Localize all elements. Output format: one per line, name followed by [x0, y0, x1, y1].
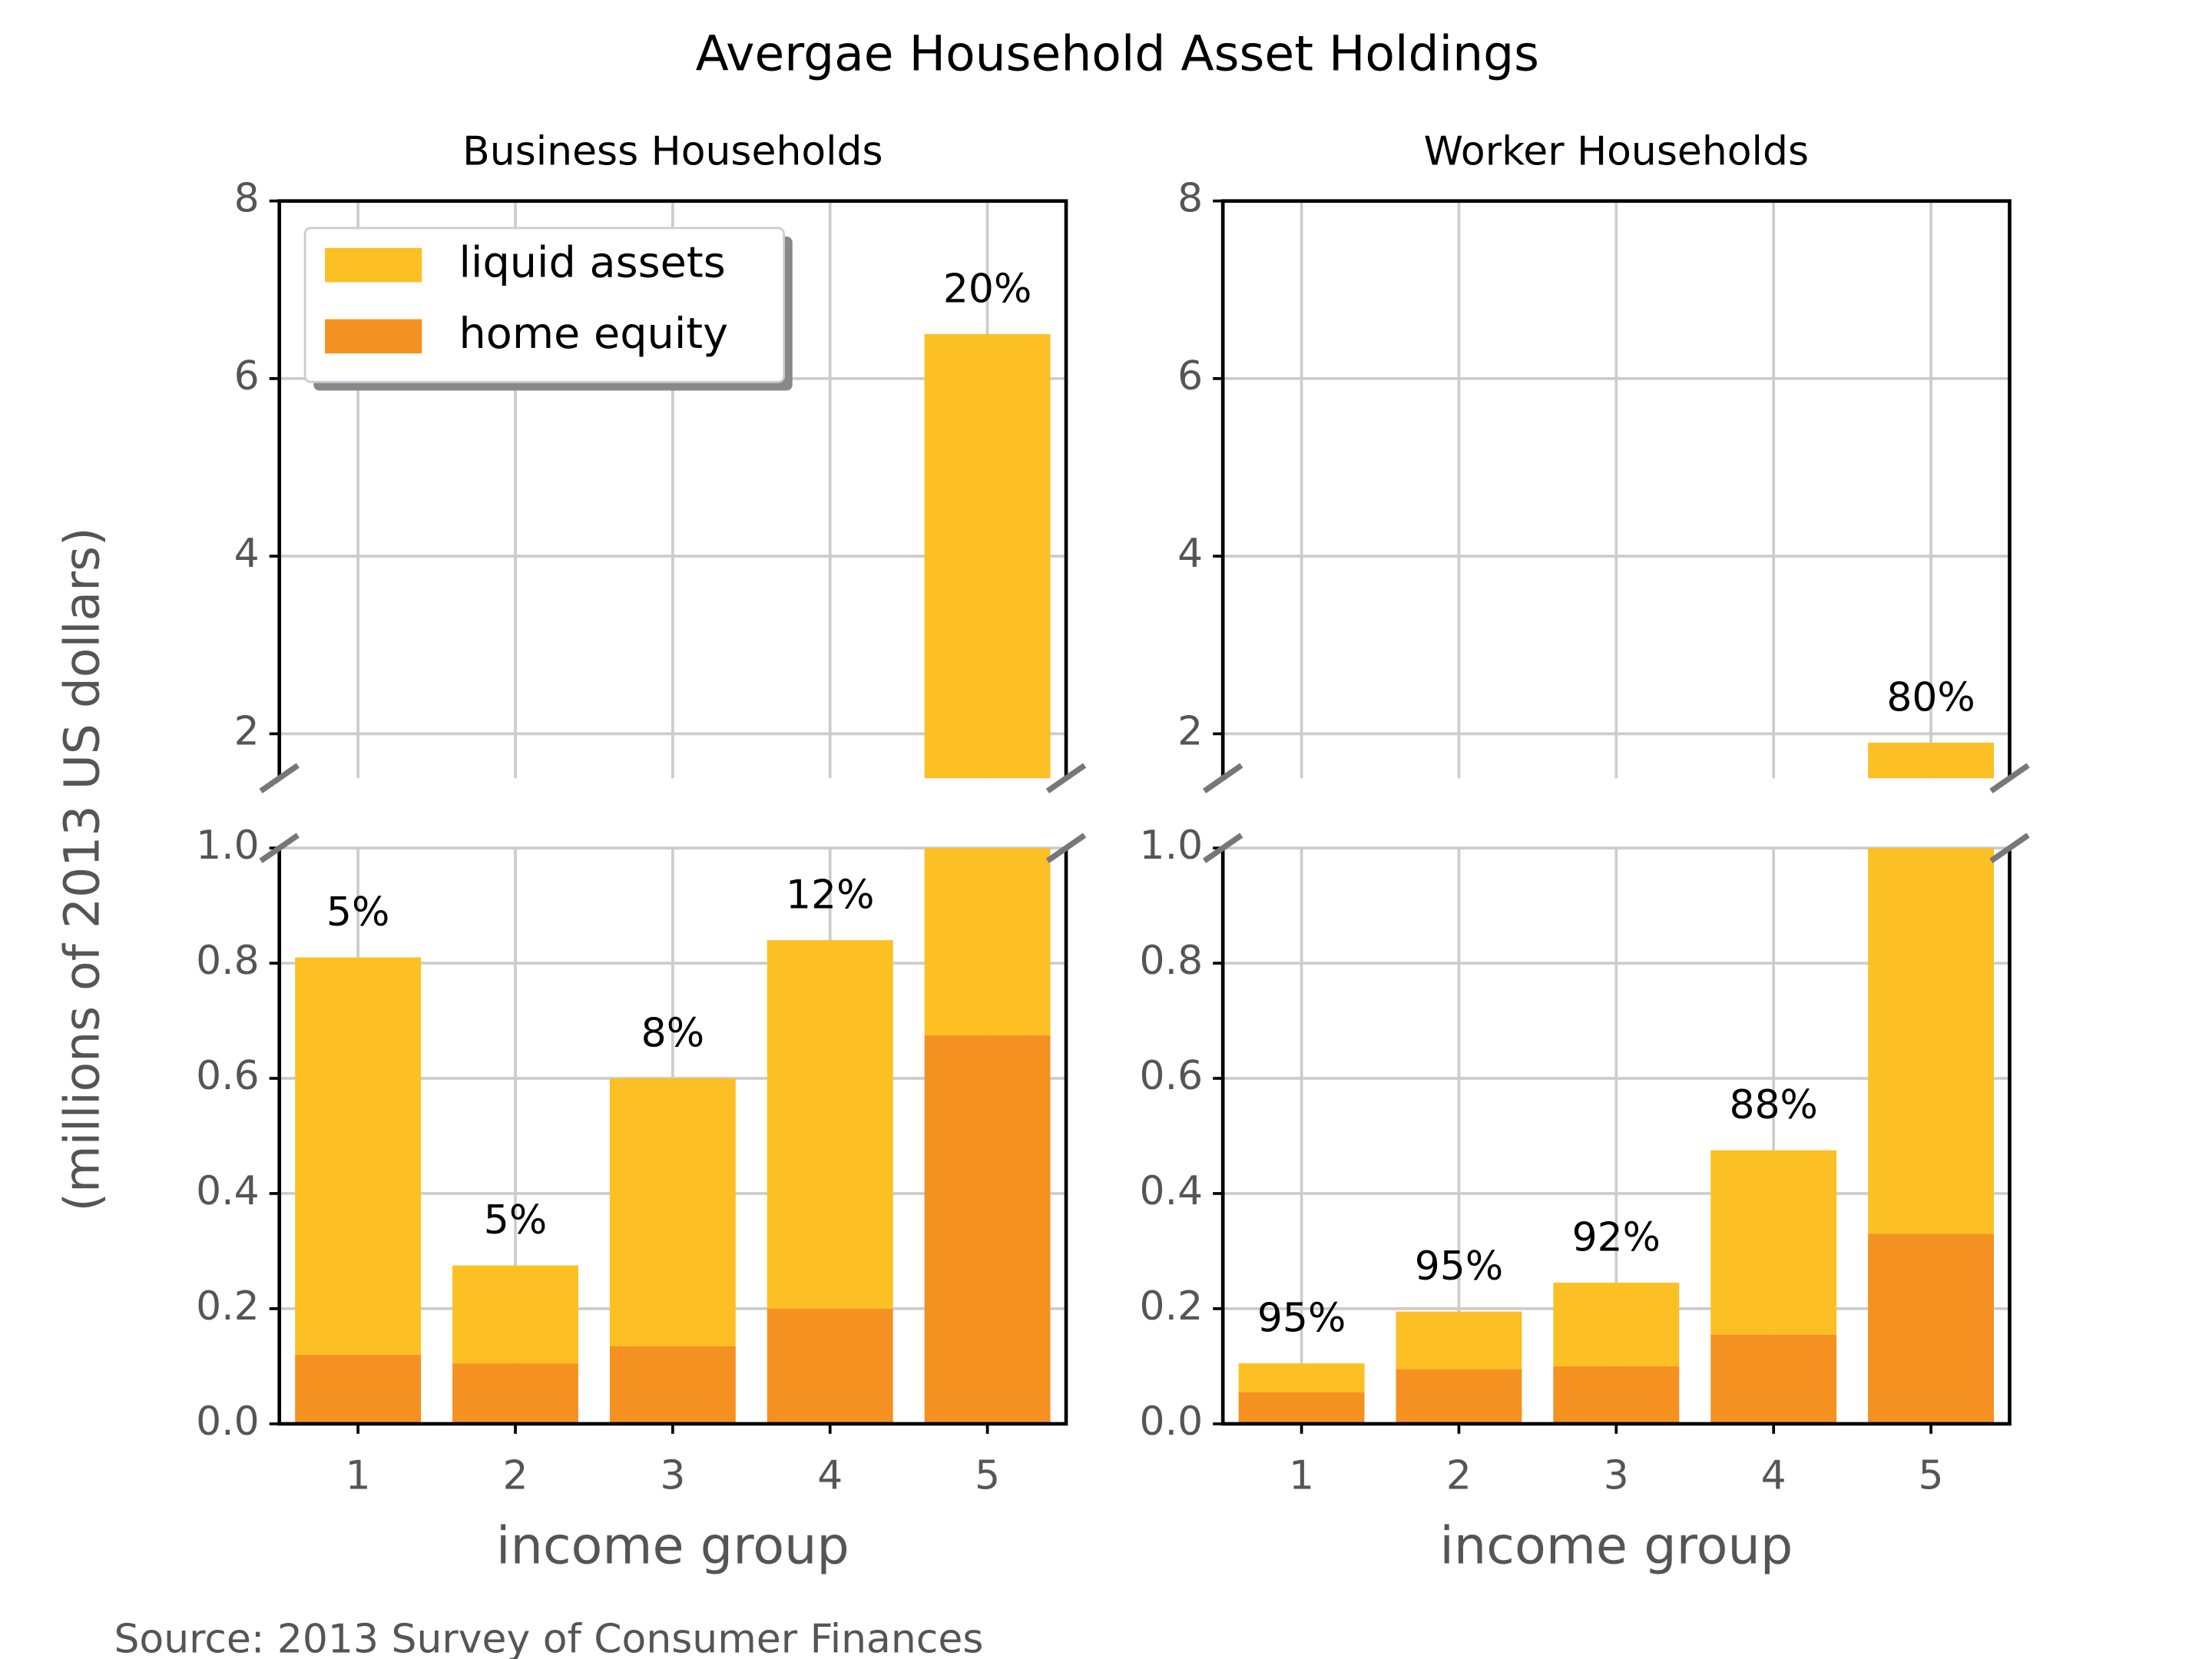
axis-spine: [1220, 848, 2012, 1426]
bar-segment: [1868, 742, 1995, 779]
bar-segment: [1710, 1334, 1837, 1424]
bar-segment: [452, 1265, 578, 1364]
bar-annotation: 80%: [1886, 674, 1975, 720]
y-tick-label: 0.4: [1140, 1168, 1204, 1214]
legend-label: home equity: [459, 309, 729, 359]
bar-segment: [609, 1078, 736, 1346]
bar-segment: [924, 334, 1051, 779]
x-axis-label: income group: [1439, 1516, 1793, 1576]
bar-segment: [924, 1035, 1051, 1424]
bar-segment: [1238, 1392, 1365, 1424]
bar-segment: [767, 1308, 893, 1424]
y-tick-label: 0.6: [1140, 1053, 1204, 1099]
bar-annotation: 8%: [641, 1010, 704, 1056]
x-tick-label: 1: [346, 1452, 371, 1498]
axis-break: [1045, 833, 1087, 863]
bar-segment: [295, 1354, 422, 1424]
y-axis-label: (millions of 2013 US dollars): [53, 527, 110, 1211]
panel-title: Business Households: [462, 128, 882, 174]
y-tick-label: 6: [234, 353, 260, 399]
bar-segment: [1710, 1150, 1837, 1335]
y-tick-label: 8: [1177, 176, 1203, 222]
bar-annotation: 92%: [1572, 1214, 1661, 1260]
y-tick-label: 6: [1177, 353, 1203, 399]
y-tick-label: 0.6: [196, 1053, 260, 1099]
axis-break: [259, 763, 300, 793]
x-tick-label: 2: [1446, 1452, 1472, 1498]
axis-break: [1202, 763, 1243, 793]
legend-box: [303, 227, 786, 383]
bar-annotation: 12%: [786, 872, 874, 918]
axis-break: [1202, 833, 1243, 863]
bar-segment: [1238, 1363, 1365, 1392]
x-tick-label: 3: [660, 1452, 685, 1498]
legend-label: liquid assets: [459, 237, 726, 287]
bar-segment: [1553, 1283, 1680, 1366]
axis-break: [1989, 763, 2030, 793]
x-tick-label: 3: [1604, 1452, 1629, 1498]
y-tick-label: 0.8: [1140, 938, 1204, 984]
source-note: Source: 2013 Survey of Consumer Finances: [114, 1617, 983, 1659]
bar-segment: [767, 940, 893, 1309]
bar-annotation: 95%: [1415, 1243, 1503, 1290]
bar-segment: [1396, 1369, 1522, 1424]
bar-annotation: 88%: [1729, 1082, 1817, 1128]
bar-segment: [1868, 848, 1995, 1234]
y-tick-label: 0.0: [1140, 1399, 1204, 1445]
y-tick-label: 4: [1177, 531, 1203, 577]
y-tick-label: 2: [1177, 708, 1203, 754]
bar-segment: [609, 1346, 736, 1424]
y-tick-label: 1.0: [1140, 823, 1204, 869]
legend-swatch: [325, 247, 422, 283]
x-tick-label: 5: [975, 1452, 1000, 1498]
bar-segment: [452, 1363, 578, 1424]
axis-spine: [277, 848, 1068, 1426]
y-tick-label: 0.2: [1140, 1283, 1204, 1330]
y-tick-label: 1.0: [196, 823, 260, 869]
legend-swatch: [325, 319, 422, 354]
y-tick-label: 2: [234, 708, 260, 754]
y-tick-label: 0.2: [196, 1283, 260, 1330]
axis-break: [1045, 763, 1087, 793]
y-tick-label: 0.8: [196, 938, 260, 984]
axis-break: [259, 833, 300, 863]
x-tick-label: 2: [502, 1452, 528, 1498]
y-tick-label: 0.0: [196, 1399, 260, 1445]
bar-segment: [1396, 1311, 1522, 1369]
bar-segment: [295, 957, 422, 1355]
bar-annotation: 95%: [1257, 1295, 1346, 1341]
axis-break: [1989, 833, 2030, 863]
x-tick-label: 4: [817, 1452, 843, 1498]
bar-segment: [924, 848, 1051, 1035]
bar-annotation: 5%: [326, 889, 389, 935]
y-tick-label: 0.4: [196, 1168, 260, 1214]
x-tick-label: 1: [1289, 1452, 1314, 1498]
bar-segment: [1868, 1233, 1995, 1424]
x-tick-label: 4: [1761, 1452, 1786, 1498]
panel-title: Worker Households: [1424, 128, 1809, 174]
bar-annotation: 20%: [943, 266, 1031, 312]
x-axis-label: income group: [496, 1516, 849, 1576]
chart-title: Avergae Household Asset Holdings: [696, 25, 1539, 81]
bar-segment: [1553, 1366, 1680, 1424]
x-tick-label: 5: [1919, 1452, 1944, 1498]
axis-spine: [1220, 199, 2012, 779]
y-tick-label: 8: [234, 176, 260, 222]
bar-annotation: 5%: [484, 1197, 547, 1243]
y-tick-label: 4: [234, 531, 260, 577]
axis-spine: [277, 199, 1068, 779]
